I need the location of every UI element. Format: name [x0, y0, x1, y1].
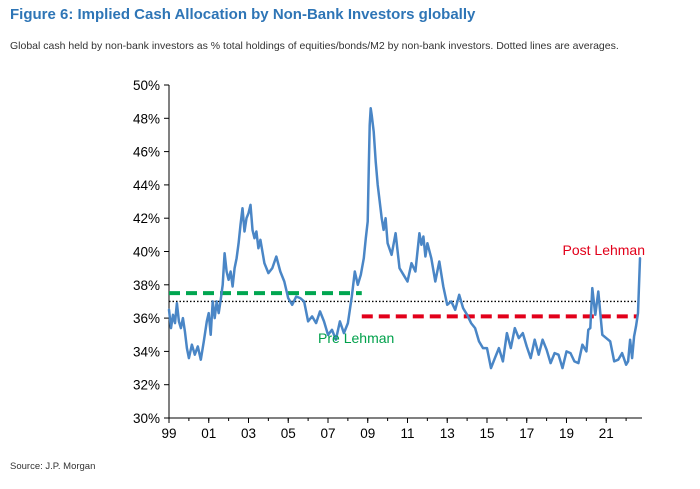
y-tick-label: 42% [133, 211, 160, 226]
figure-subtitle: Global cash held by non-bank investors a… [10, 40, 619, 52]
y-tick-label: 32% [133, 378, 160, 393]
y-tick-label: 30% [133, 411, 160, 426]
x-tick-label: 13 [440, 426, 455, 441]
average-lines [169, 291, 639, 319]
y-tick-label: 40% [133, 245, 160, 260]
x-tick-label: 09 [360, 426, 375, 441]
x-tick-label: 05 [281, 426, 296, 441]
series-line [167, 107, 642, 370]
annotations: Post Lehman Pre Lehman [318, 242, 645, 346]
series-layer [167, 107, 642, 370]
figure-title: Figure 6: Implied Cash Allocation by Non… [10, 6, 476, 23]
x-tick-label: 99 [161, 426, 176, 441]
y-tick-label: 36% [133, 311, 160, 326]
annotation-label: Pre Lehman [318, 330, 394, 346]
x-tick-label: 17 [519, 426, 534, 441]
y-tick-label: 46% [133, 145, 160, 160]
y-tick-label: 34% [133, 344, 160, 359]
y-axis: 30% 32% 34% 36% 38% 40% 42% 44% 46% 48% 50% [133, 78, 170, 426]
x-tick-label: 01 [201, 426, 216, 441]
x-tick-label: 03 [241, 426, 256, 441]
y-tick-label: 38% [133, 278, 160, 293]
x-axis: 99 01 03 05 07 09 11 13 15 17 19 21 [161, 417, 642, 441]
x-tick-label: 19 [559, 426, 574, 441]
y-tick-label: 48% [133, 111, 160, 126]
x-tick-label: 21 [599, 426, 614, 441]
y-tick-label: 50% [133, 78, 160, 93]
annotation-label: Post Lehman [563, 242, 646, 258]
x-tick-label: 15 [479, 426, 494, 441]
y-tick-label: 44% [133, 178, 160, 193]
x-tick-label: 11 [400, 426, 414, 441]
x-tick-label: 07 [320, 426, 335, 441]
figure-source: Source: J.P. Morgan [10, 461, 96, 472]
